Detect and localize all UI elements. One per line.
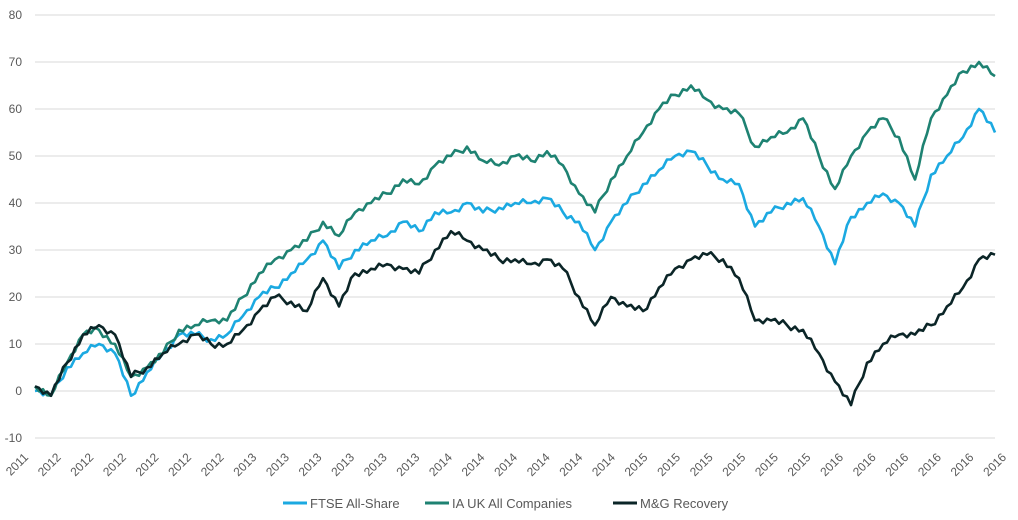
y-tick-label: 20	[9, 290, 23, 304]
x-tick-label: 2016	[980, 450, 1009, 479]
legend-label: FTSE All-Share	[310, 496, 400, 511]
x-tick-label: 2012	[68, 450, 97, 479]
x-tick-label: 2012	[35, 450, 64, 479]
y-tick-label: 30	[9, 243, 23, 257]
x-tick-label: 2015	[654, 450, 683, 479]
x-tick-label: 2016	[883, 450, 912, 479]
x-tick-label: 2013	[296, 450, 325, 479]
x-axis-ticks: 2011 2012 2012 2012 2012 2012 2012 2013 2013 2013…	[3, 450, 1009, 479]
x-tick-label: 2014	[459, 450, 488, 479]
x-tick-label: 2016	[850, 450, 879, 479]
x-tick-label: 2014	[426, 450, 455, 479]
x-tick-label: 2015	[622, 450, 651, 479]
y-tick-label: 60	[9, 102, 23, 116]
x-tick-label: 2012	[100, 450, 129, 479]
gridlines	[35, 14, 995, 439]
y-axis-ticks: -10 0 10 20 30 40 50 60 70 80	[5, 8, 23, 445]
y-tick-label: 0	[15, 384, 22, 398]
x-tick-label: 2015	[752, 450, 781, 479]
x-tick-label: 2015	[687, 450, 716, 479]
y-tick-label: -10	[5, 431, 23, 445]
legend-label: M&G Recovery	[640, 496, 729, 511]
legend: FTSE All-Share IA UK All Companies M&G Rec…	[283, 496, 729, 511]
y-tick-label: 70	[9, 55, 23, 69]
x-tick-label: 2014	[589, 450, 618, 479]
y-tick-label: 10	[9, 337, 23, 351]
x-tick-label: 2015	[720, 450, 749, 479]
x-tick-label: 2015	[785, 450, 814, 479]
y-tick-label: 50	[9, 149, 23, 163]
x-tick-label: 2016	[817, 450, 846, 479]
x-tick-label: 2016	[915, 450, 944, 479]
series-line-m-g-recovery	[34, 229, 996, 407]
series-line-ia-uk-all-companies	[33, 60, 996, 397]
x-tick-label: 2013	[263, 450, 292, 479]
legend-label: IA UK All Companies	[452, 496, 572, 511]
x-tick-label: 2011	[3, 450, 31, 478]
x-tick-label: 2014	[524, 450, 553, 479]
x-tick-label: 2012	[133, 450, 162, 479]
y-tick-label: 80	[9, 8, 23, 22]
x-tick-label: 2013	[361, 450, 390, 479]
series-lines	[33, 60, 997, 407]
x-tick-label: 2013	[328, 450, 357, 479]
x-tick-label: 2016	[948, 450, 977, 479]
x-tick-label: 2013	[394, 450, 423, 479]
x-tick-label: 2014	[491, 450, 520, 479]
x-tick-label: 2013	[231, 450, 260, 479]
series-line-ftse-all-share	[34, 107, 997, 397]
x-tick-label: 2012	[165, 450, 194, 479]
y-tick-label: 40	[9, 196, 23, 210]
x-tick-label: 2014	[557, 450, 586, 479]
x-tick-label: 2012	[198, 450, 227, 479]
